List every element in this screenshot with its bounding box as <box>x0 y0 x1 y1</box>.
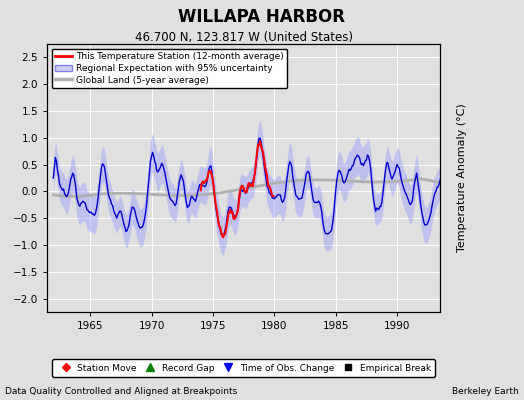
Y-axis label: Temperature Anomaly (°C): Temperature Anomaly (°C) <box>457 104 467 252</box>
Legend: Station Move, Record Gap, Time of Obs. Change, Empirical Break: Station Move, Record Gap, Time of Obs. C… <box>52 359 435 377</box>
Text: Data Quality Controlled and Aligned at Breakpoints: Data Quality Controlled and Aligned at B… <box>5 387 237 396</box>
Text: Berkeley Earth: Berkeley Earth <box>452 387 519 396</box>
Text: WILLAPA HARBOR: WILLAPA HARBOR <box>179 8 345 26</box>
Title: 46.700 N, 123.817 W (United States): 46.700 N, 123.817 W (United States) <box>135 31 353 44</box>
